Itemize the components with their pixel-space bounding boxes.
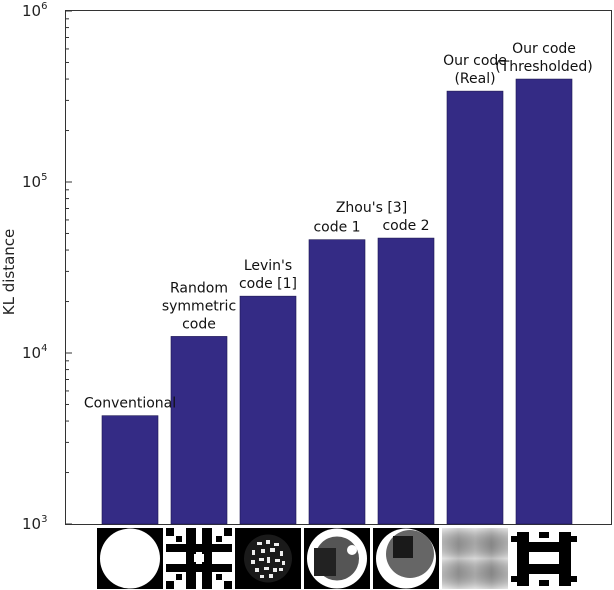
bar-label: (Real) — [454, 71, 495, 87]
bar-1 — [170, 336, 228, 525]
bar-label: symmetric — [162, 298, 236, 314]
shared-label-zhou: Zhou's [3] — [336, 200, 407, 216]
bar-label: Our code — [443, 53, 507, 69]
thumbnail-conventional — [97, 528, 163, 589]
bar-2 — [239, 295, 297, 525]
y-axis-title: KL distance — [0, 229, 18, 316]
thumbnail-real — [442, 528, 508, 589]
bar-label: code 2 — [382, 218, 429, 234]
thumbnail-zhou-2 — [373, 528, 439, 589]
thumbnail-levin — [235, 528, 301, 589]
bar-label: Our code — [512, 41, 576, 57]
bar-4 — [377, 237, 435, 525]
bar-label: Random — [170, 280, 228, 296]
y-tick-label: 104 — [22, 343, 47, 362]
bar-label: Levin's — [244, 258, 292, 274]
thumbnail-zhou-1 — [304, 528, 370, 589]
bar-label: code — [182, 316, 216, 332]
thumbnail-thresholded — [511, 528, 577, 589]
bar-5 — [446, 90, 504, 525]
thumbnail-random-symmetric — [166, 528, 232, 589]
bar-label: (Thresholded) — [495, 59, 592, 75]
y-tick-label: 103 — [22, 514, 47, 533]
bar-label: Conventional — [84, 396, 176, 412]
bar-3 — [308, 239, 366, 525]
y-tick-label: 105 — [22, 172, 47, 191]
bar-label: code 1 — [313, 220, 360, 236]
y-tick-label: 106 — [22, 1, 47, 20]
bar-6 — [515, 78, 573, 525]
plot-area — [65, 10, 612, 525]
bar-0 — [101, 415, 159, 525]
bar-label: code [1] — [239, 276, 297, 292]
